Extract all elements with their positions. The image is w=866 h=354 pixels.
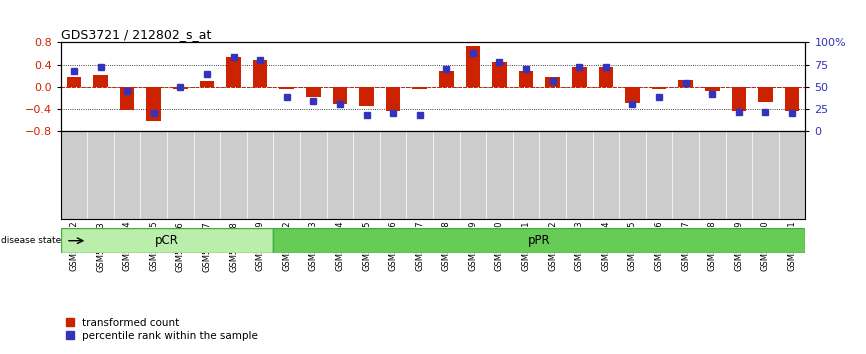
Bar [572, 67, 586, 87]
Bar [333, 87, 347, 104]
Bar [625, 87, 640, 103]
Bar [61, 228, 274, 253]
Bar [466, 46, 481, 87]
Bar [598, 67, 613, 87]
Text: pCR: pCR [155, 234, 179, 247]
Bar [785, 87, 799, 111]
Bar [705, 87, 720, 91]
Bar [173, 87, 188, 89]
Bar [758, 87, 772, 102]
Text: disease state: disease state [1, 236, 61, 245]
Bar [519, 71, 533, 87]
Legend: transformed count, percentile rank within the sample: transformed count, percentile rank withi… [61, 314, 262, 345]
Bar [492, 62, 507, 87]
Bar [359, 87, 374, 105]
Bar [120, 87, 134, 110]
Bar [274, 228, 805, 253]
Bar [385, 87, 400, 111]
Bar [306, 87, 320, 97]
Text: pPR: pPR [528, 234, 551, 247]
Bar [146, 87, 161, 121]
Bar [226, 57, 241, 87]
Bar [67, 77, 81, 87]
Bar [732, 87, 746, 111]
Bar [546, 77, 560, 87]
Bar [280, 87, 294, 90]
Text: GDS3721 / 212802_s_at: GDS3721 / 212802_s_at [61, 28, 211, 41]
Bar [199, 81, 214, 87]
Bar [678, 80, 693, 87]
Bar [439, 71, 454, 87]
Bar [94, 75, 108, 87]
Bar [652, 87, 667, 90]
Bar [253, 60, 268, 87]
Bar [412, 87, 427, 90]
